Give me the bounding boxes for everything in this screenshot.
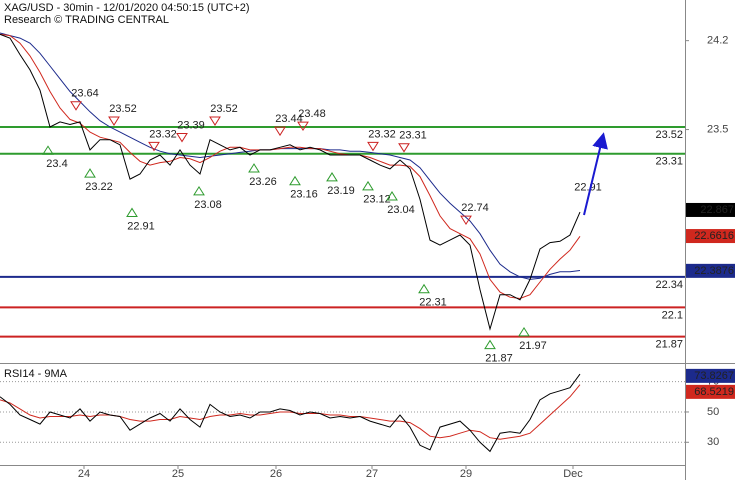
level-label: 23.31 xyxy=(655,156,683,168)
level-label: 21.87 xyxy=(655,339,683,351)
forecast-arrow xyxy=(583,132,608,216)
pivot-label: 23.12 xyxy=(363,194,391,206)
pivot-label: 21.87 xyxy=(485,353,513,365)
price-box-label: 22.3876 xyxy=(694,265,734,277)
plot: 23.5 24.2 23.52 23.31 22.34 22.1 21.87 23.64 23.… xyxy=(0,32,735,480)
pivot-high xyxy=(398,143,410,153)
y-tick-label: 50 xyxy=(707,406,719,418)
price-box-label: 22.867 xyxy=(700,204,734,216)
pivot-low xyxy=(386,191,398,201)
pivot-low xyxy=(193,185,205,196)
x-tick-label: 29 xyxy=(460,468,472,480)
pivot-label: 23.19 xyxy=(327,185,355,197)
x-tick-label: 27 xyxy=(366,468,378,480)
rsi-title: RSI14 - 9MA xyxy=(4,368,68,380)
level-label: 22.1 xyxy=(662,309,683,321)
pivot-high xyxy=(367,141,379,152)
pivot-label: 23.04 xyxy=(387,204,415,216)
pivot-label: 23.32 xyxy=(149,128,177,140)
pivot-label: 23.48 xyxy=(298,108,326,120)
pivot-label: 22.31 xyxy=(419,297,447,309)
pivot-high xyxy=(297,121,309,132)
price-box xyxy=(686,368,735,383)
price-box-label: 73.8267 xyxy=(694,370,734,382)
pivot-low xyxy=(248,163,260,173)
pivot-high xyxy=(176,133,188,143)
pivot-label: 23.08 xyxy=(194,199,222,211)
price-box xyxy=(686,229,735,244)
y-tick-label: 23.5 xyxy=(707,123,728,135)
pivot-label: 23.4 xyxy=(46,158,67,170)
pivot-label: 23.32 xyxy=(368,128,396,140)
series-line xyxy=(0,33,581,300)
pivot-label: 23.31 xyxy=(399,130,427,142)
pivot-high xyxy=(274,126,286,137)
level-label: 22.34 xyxy=(655,279,683,291)
pivot-label: 23.52 xyxy=(210,103,238,115)
x-tick-label: 25 xyxy=(172,468,184,480)
pivot-low xyxy=(84,168,96,178)
price-box xyxy=(686,202,735,217)
pivot-low xyxy=(418,283,430,294)
x-tick-label: 26 xyxy=(270,468,282,480)
pivot-high xyxy=(460,215,472,226)
pivot-label: 23.64 xyxy=(71,88,99,100)
pivot-low xyxy=(484,339,496,350)
pivot-label: 23.44 xyxy=(275,113,303,125)
pivot-label: 23.26 xyxy=(249,176,277,188)
price-box-label: 68.5219 xyxy=(694,386,734,398)
pivot-high xyxy=(148,141,160,152)
level-label: 23.52 xyxy=(655,129,683,141)
price-box xyxy=(686,384,735,399)
series-line xyxy=(0,32,581,280)
swing-label: 22.91 xyxy=(574,181,602,193)
series-line xyxy=(0,373,581,453)
chart-subtitle: Research © TRADING CENTRAL xyxy=(4,14,169,26)
pivot-high xyxy=(70,101,82,111)
pivot-low xyxy=(326,171,338,182)
pivot-label: 23.22 xyxy=(85,181,113,193)
pivot-high xyxy=(209,116,221,126)
pivot-label: 22.74 xyxy=(461,202,489,214)
pivot-label: 23.52 xyxy=(109,103,137,115)
pivot-label: 23.39 xyxy=(177,119,205,131)
price-box-label: 22.6616 xyxy=(694,230,734,242)
series-line xyxy=(0,33,581,331)
chart-title: XAG/USD - 30min - 12/01/2020 04:50:15 (U… xyxy=(4,2,249,14)
pivot-label: 21.97 xyxy=(519,340,547,352)
pivot-low xyxy=(289,175,301,186)
pivot-low xyxy=(126,207,138,217)
pivot-low xyxy=(518,326,530,337)
x-tick-label: 24 xyxy=(78,468,90,480)
x-tick-label: Dec xyxy=(563,468,583,480)
pivot-low xyxy=(362,180,374,191)
pivot-label: 23.16 xyxy=(290,189,318,201)
price-box xyxy=(686,263,735,278)
pivot-label: 22.91 xyxy=(127,220,155,232)
pivot-low xyxy=(42,145,54,155)
y-tick-label: 24.2 xyxy=(707,35,728,47)
y-tick-label: 30 xyxy=(707,436,719,448)
pivot-high xyxy=(108,116,120,126)
